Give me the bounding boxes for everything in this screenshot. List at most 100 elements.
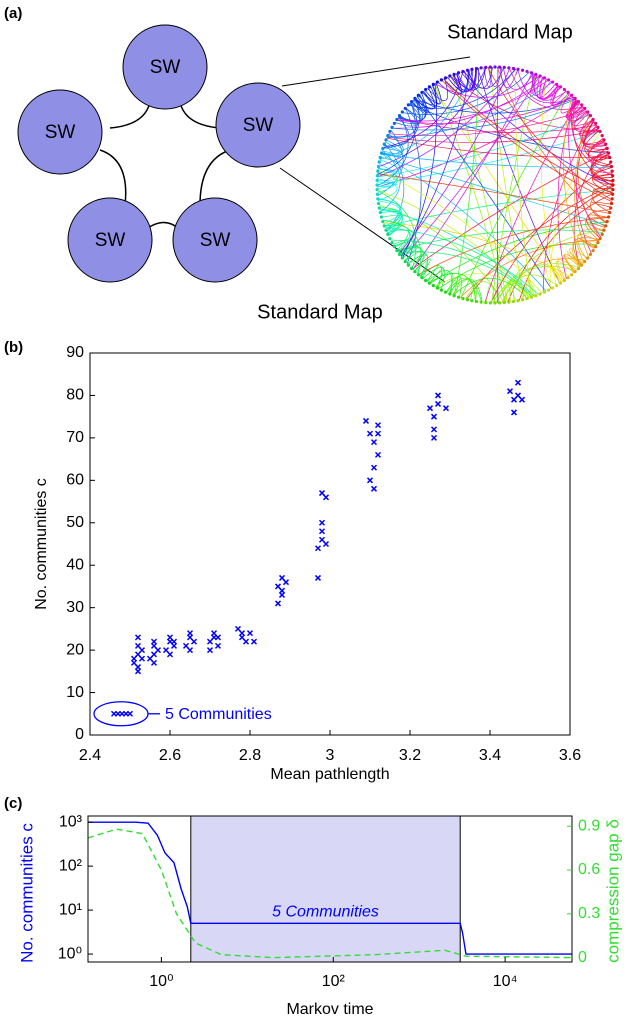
network-node [406, 103, 410, 107]
marker [314, 574, 322, 581]
network-node [580, 263, 584, 267]
network-edge [376, 190, 417, 270]
network-node [602, 138, 606, 142]
x-tick-label: 3 [326, 747, 335, 764]
network-edge [449, 68, 477, 92]
network-node [400, 110, 404, 114]
y2-tick-label: 0 [578, 949, 587, 966]
network-edge [589, 151, 610, 161]
x-tick-label: 3.4 [479, 747, 501, 764]
network-edge [380, 156, 606, 226]
network-node [416, 93, 420, 97]
network-node [602, 228, 606, 232]
network-node [392, 245, 396, 249]
marker [430, 434, 438, 441]
network-edge [453, 68, 480, 296]
network-edge [577, 237, 596, 249]
network-node [403, 260, 407, 264]
network-edge [422, 90, 436, 108]
network-node [600, 232, 604, 237]
marker [510, 409, 518, 416]
network-node [378, 155, 382, 160]
marker [214, 642, 222, 649]
network-node [406, 263, 410, 267]
network-node [566, 90, 570, 94]
network-edge [540, 78, 557, 286]
network-node [573, 96, 577, 100]
network-edge [404, 250, 423, 269]
network-node [562, 278, 566, 283]
network-node [570, 93, 574, 97]
network-node [484, 65, 488, 69]
network-node [377, 160, 381, 164]
network-node [588, 114, 593, 118]
network-edge [384, 226, 539, 295]
network-node [580, 103, 584, 107]
marker [250, 638, 258, 645]
network-edge [592, 187, 613, 195]
network-edge [465, 281, 501, 304]
x-tick-label: 2.4 [79, 747, 101, 764]
network-node [493, 65, 497, 69]
network-node [507, 66, 511, 70]
network-node [386, 232, 390, 237]
network-node [384, 138, 388, 142]
network-node [605, 146, 609, 151]
network-node [461, 296, 465, 301]
network-node [395, 248, 399, 253]
network-node [397, 114, 402, 118]
network-edge [446, 277, 476, 302]
network-node [424, 87, 428, 92]
marker [366, 477, 374, 484]
network-node [608, 210, 612, 215]
network-edge [411, 94, 430, 114]
network-node [516, 299, 520, 303]
network-node [379, 151, 384, 155]
network-node [448, 74, 452, 78]
marker [242, 638, 250, 645]
marker [214, 634, 222, 641]
node [172, 197, 258, 283]
marker [282, 579, 290, 586]
marker [150, 638, 158, 645]
chart-title: Standard Map [257, 301, 383, 323]
network-edge [566, 251, 584, 267]
network-node [511, 299, 516, 304]
network-node [534, 294, 538, 298]
network-edge [388, 109, 586, 137]
network-edge [583, 126, 606, 146]
y-tick-label: 80 [66, 387, 84, 404]
marker [374, 430, 382, 437]
network-edge [491, 74, 536, 303]
network-edge [581, 119, 608, 150]
x-axis-label: Mean pathlength [270, 766, 389, 783]
y-tick-label: 50 [66, 514, 84, 531]
network-node [525, 69, 529, 74]
network-node [604, 142, 608, 146]
network-edge [531, 73, 552, 96]
marker [134, 642, 142, 649]
y2-tick-label: 0.3 [578, 905, 600, 922]
network-edge [484, 101, 579, 303]
network-edge [378, 200, 403, 235]
network-node [461, 69, 465, 74]
network-node [611, 192, 615, 196]
network-node [424, 278, 428, 283]
network-edge [586, 140, 608, 153]
network-edge [592, 167, 614, 186]
marker [314, 545, 322, 552]
network-edge [555, 261, 575, 281]
x-tick-label: 10² [322, 973, 346, 990]
network-node [538, 292, 542, 296]
network-node [388, 129, 392, 134]
network-edge [381, 144, 403, 155]
network-node [583, 260, 587, 264]
network-node [474, 299, 479, 304]
network-edge [427, 269, 453, 295]
network-node [520, 68, 525, 72]
y-tick-label: 10⁰ [58, 945, 82, 962]
network-edge [396, 79, 549, 122]
network-edge [400, 251, 429, 279]
network-node [546, 78, 551, 82]
network-node [608, 155, 612, 160]
